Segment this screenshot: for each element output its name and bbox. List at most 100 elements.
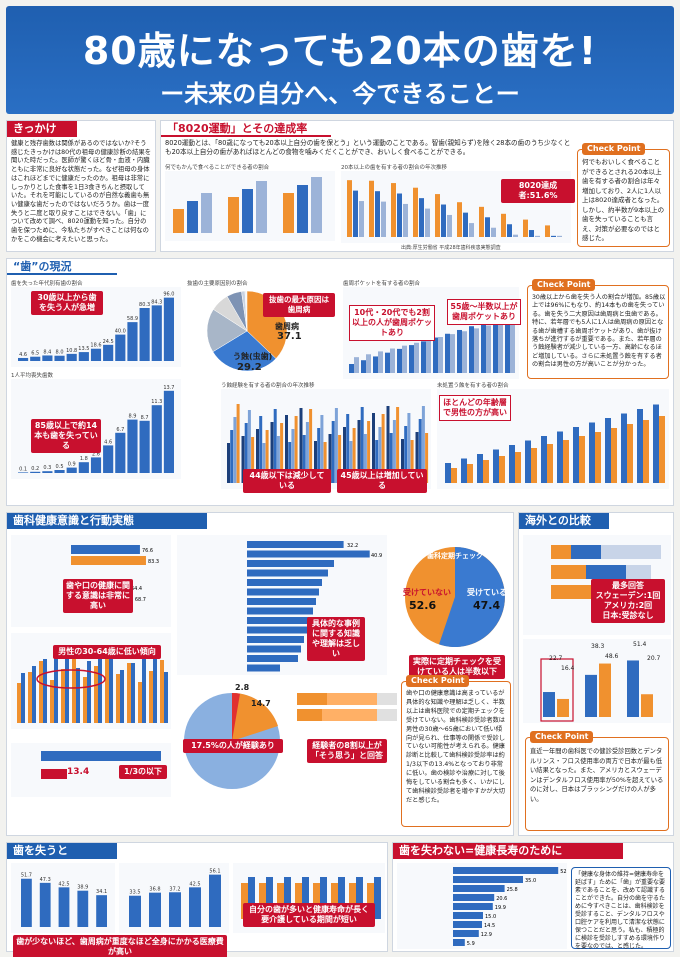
chart-medical-cost-perio: 33.5 36.8 37.2 42.5 56.1 — [119, 863, 229, 933]
bar — [262, 443, 266, 483]
bar-label: 36.8 — [149, 887, 160, 893]
bar — [138, 682, 142, 723]
bar-label: 42.5 — [58, 881, 69, 887]
s8020-intro: 8020運動とは、「80歳になっても20本以上自分の歯を保とう」という運動のこと… — [165, 139, 571, 156]
regret-value-g: 14.7 — [251, 699, 271, 708]
bar — [273, 409, 277, 483]
bar — [169, 892, 181, 927]
bar — [187, 201, 198, 233]
kenko-heading: 歯を失わない=健康長寿のために — [393, 843, 623, 859]
bar — [18, 357, 29, 361]
bar — [163, 297, 174, 361]
bar — [359, 201, 364, 237]
chart2-title: 20本以上の歯を有する者の割合の年次推移 — [341, 165, 447, 171]
bar — [105, 655, 109, 723]
bar — [356, 877, 363, 919]
perio-title: 歯周ポケットを有する者の割合 — [343, 281, 421, 287]
bar-label: 38.9 — [77, 885, 88, 891]
kikkake-heading: きっかけ — [7, 121, 77, 137]
bar — [297, 709, 322, 721]
bar — [453, 885, 505, 892]
bar — [463, 212, 468, 237]
floss-v3: 38.3 — [591, 643, 605, 650]
bar — [247, 617, 310, 624]
kenko-checkpoint: 「健康な身体の維持=健康寿命を延ばす」ために「歯」が重要な要素であることを、改め… — [571, 867, 671, 950]
bar — [233, 417, 237, 483]
bar — [18, 472, 29, 473]
bar — [247, 579, 322, 586]
caries-title: う蝕経験を有する者の割合の年次推移 — [221, 383, 315, 389]
bar — [401, 439, 404, 483]
bar — [302, 435, 306, 483]
bar — [369, 180, 374, 237]
pie-callout: 抜歯の最大原因は歯周病 — [263, 293, 335, 317]
bar — [445, 333, 450, 373]
bar — [71, 545, 140, 554]
bar-label: 34.1 — [96, 889, 107, 895]
bar — [354, 357, 359, 373]
bar — [626, 565, 651, 579]
checkpoint-text: 「健康な身体の維持=健康寿命を延ばす」ために「歯」が重要な要素であることを、改め… — [575, 871, 666, 950]
perio-callout-55: 55歳～半数以上が歯周ポケットあり — [447, 299, 521, 325]
bar — [557, 235, 562, 237]
bar — [139, 420, 150, 473]
bar — [230, 430, 234, 483]
bar — [90, 348, 102, 361]
bar-label: 56.1 — [209, 869, 220, 875]
bar — [54, 470, 65, 473]
bar-label: 19.9 — [495, 905, 506, 911]
bar-label: 0.5 — [56, 464, 64, 470]
chart-intl-floss — [523, 639, 671, 723]
bar-label: 6.5 — [31, 351, 39, 357]
bar — [256, 429, 259, 483]
gender-title: 未処置う蝕を有する者の割合 — [437, 383, 509, 389]
bar — [247, 598, 316, 605]
bar — [493, 318, 498, 373]
bar — [377, 709, 397, 721]
bar — [247, 588, 319, 596]
bar — [331, 883, 338, 919]
kikkake-panel: きっかけ 健康と残存歯数は関係があるのではないか?そう感じたきっかけは80代の祖… — [6, 120, 156, 252]
bar — [510, 319, 515, 373]
bar-label: 35.0 — [525, 878, 536, 884]
bar — [42, 355, 53, 361]
s8020-heading: 「8020運動」とその達成率 — [161, 121, 331, 137]
bar-label: 8.4 — [43, 349, 51, 355]
bar — [523, 219, 528, 237]
bar — [381, 414, 385, 483]
bar — [151, 405, 162, 473]
kaigai-panel: 海外との比較 最多回答 スウェーデン:1回 アメリカ:2回 日本:受診なし 22… — [518, 512, 674, 836]
genjo-heading: “歯”の現況 — [7, 259, 117, 275]
bar — [294, 416, 298, 483]
chart-teeth-care: 52.6 35.0 25.820.6 19.9 15.0 14.5 12.9 5.9 — [397, 863, 567, 949]
bar — [41, 769, 67, 779]
bar — [483, 460, 489, 483]
bar — [402, 345, 407, 373]
bar-label: 83.3 — [148, 559, 159, 565]
bar — [392, 420, 396, 483]
bar — [189, 887, 201, 927]
bar — [390, 348, 395, 373]
bar — [17, 683, 21, 723]
floss-v2: 16.4 — [561, 665, 575, 672]
bar — [164, 672, 168, 723]
bar — [242, 189, 253, 233]
bar-label: 12.9 — [481, 932, 492, 938]
bar — [557, 698, 569, 717]
bar — [653, 404, 659, 483]
bar-label: 1.8 — [80, 456, 88, 462]
bar — [201, 193, 212, 233]
chart1-title: 何でもかんで食べることができる者の割合 — [165, 165, 270, 171]
bar — [551, 565, 586, 579]
bar-label: 40.9 — [371, 553, 382, 559]
bar — [247, 626, 307, 634]
bar-label: 64.4 — [131, 586, 142, 592]
bar — [386, 406, 390, 483]
bar — [397, 193, 402, 237]
bar-label: 18.6 — [90, 343, 101, 349]
bar — [627, 660, 639, 717]
pie-slice — [212, 330, 277, 372]
bar-label: 0.3 — [43, 465, 51, 471]
bar — [66, 353, 77, 361]
chart-a-callout: 30歳以上から歯を失う人が急増 — [31, 291, 103, 315]
